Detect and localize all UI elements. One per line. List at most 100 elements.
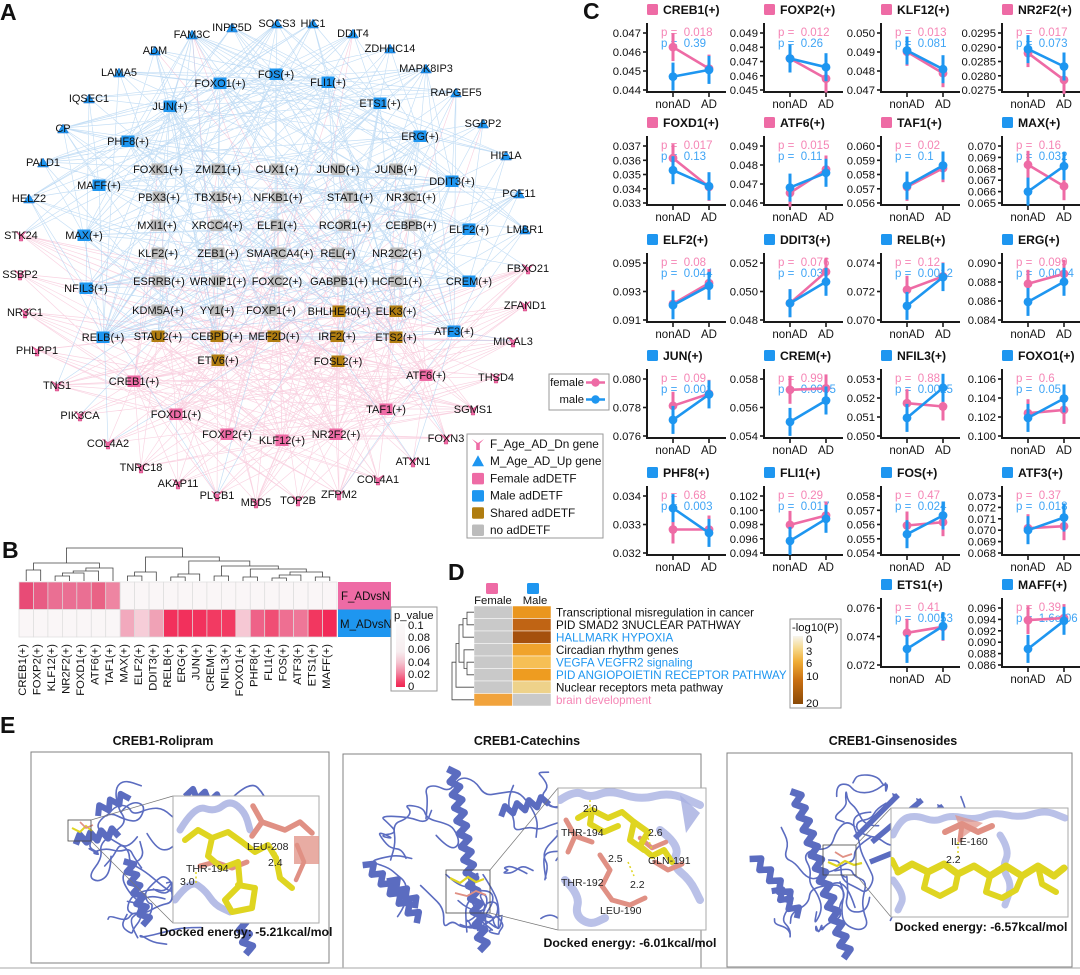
svg-text:0.047: 0.047 (730, 179, 758, 191)
svg-text:Female: Female (474, 595, 512, 607)
svg-text:RELB(+): RELB(+) (162, 644, 174, 688)
svg-text:CREM(+): CREM(+) (205, 644, 217, 692)
svg-text:PHF8(+): PHF8(+) (107, 136, 149, 148)
svg-text:ETS2(+): ETS2(+) (375, 332, 416, 344)
svg-text:0.065: 0.065 (968, 198, 996, 210)
svg-text:Docked energy: -6.01kcal/mol: Docked energy: -6.01kcal/mol (544, 936, 717, 950)
svg-text:MICAL3: MICAL3 (493, 336, 533, 348)
svg-text:0.054: 0.054 (847, 548, 875, 560)
svg-text:TAF1(+): TAF1(+) (366, 404, 406, 416)
svg-text:ATF6(+): ATF6(+) (780, 116, 825, 130)
svg-text:p = 0.05: p = 0.05 (1016, 384, 1061, 396)
svg-text:TNS1: TNS1 (43, 380, 71, 392)
svg-text:FOXP2(+): FOXP2(+) (202, 429, 252, 441)
svg-text:PIK3CA: PIK3CA (60, 410, 100, 422)
svg-text:p = 0.03: p = 0.03 (778, 268, 823, 280)
svg-text:2.4: 2.4 (268, 857, 283, 869)
svg-text:KLF12(+): KLF12(+) (46, 644, 58, 692)
svg-text:nonAD: nonAD (889, 329, 924, 341)
svg-text:ETS1(+): ETS1(+) (306, 644, 318, 687)
svg-text:CREB1-Catechins: CREB1-Catechins (474, 734, 580, 748)
svg-text:MBD5: MBD5 (241, 497, 272, 509)
svg-text:0.076: 0.076 (613, 431, 641, 443)
svg-text:0.033: 0.033 (613, 198, 641, 210)
svg-text:KLF12(+): KLF12(+) (259, 435, 305, 447)
svg-text:SGPP2: SGPP2 (465, 118, 502, 130)
svg-text:nonAD: nonAD (772, 445, 807, 457)
svg-text:0.098: 0.098 (730, 520, 758, 532)
svg-text:0.055: 0.055 (847, 534, 875, 546)
svg-text:3.0: 3.0 (180, 876, 195, 888)
svg-text:p = 0.09: p = 0.09 (661, 373, 706, 385)
svg-text:ATF3(+): ATF3(+) (434, 326, 474, 338)
svg-text:FOXP2(+): FOXP2(+) (780, 3, 835, 17)
svg-text:AD: AD (1056, 445, 1072, 457)
svg-text:CREM(+): CREM(+) (446, 276, 492, 288)
svg-text:AD: AD (701, 99, 717, 111)
svg-text:AD: AD (701, 329, 717, 341)
svg-text:FOXN3: FOXN3 (428, 433, 465, 445)
svg-text:10: 10 (806, 671, 819, 683)
svg-text:Shared adDETF: Shared adDETF (490, 506, 575, 520)
svg-text:p = 0.37: p = 0.37 (1016, 490, 1061, 502)
svg-text:JUN(+): JUN(+) (663, 349, 703, 363)
svg-text:2.2: 2.2 (630, 879, 645, 891)
svg-text:AD: AD (1056, 99, 1072, 111)
svg-text:ZMIZ1(+): ZMIZ1(+) (195, 164, 241, 176)
svg-text:0.058: 0.058 (730, 374, 758, 386)
svg-text:0.066: 0.066 (968, 187, 996, 199)
svg-text:0.100: 0.100 (968, 431, 996, 443)
svg-text:COL4A1: COL4A1 (357, 474, 399, 486)
svg-text:p = 0.012: p = 0.012 (778, 27, 829, 39)
svg-text:GABPB1(+): GABPB1(+) (310, 276, 368, 288)
svg-text:0.076: 0.076 (847, 603, 875, 615)
svg-text:ILE-160: ILE-160 (951, 836, 988, 848)
svg-text:p = 0.08: p = 0.08 (661, 257, 706, 269)
svg-text:IRF2(+): IRF2(+) (318, 331, 356, 343)
svg-text:XRCC4(+): XRCC4(+) (191, 220, 242, 232)
svg-text:ETS1(+): ETS1(+) (359, 98, 400, 110)
svg-text:AD: AD (701, 212, 717, 224)
svg-text:CREB1-Ginsenosides: CREB1-Ginsenosides (829, 734, 958, 748)
svg-text:M_Age_AD_Up gene: M_Age_AD_Up gene (490, 454, 602, 468)
svg-text:AD: AD (818, 212, 834, 224)
svg-text:nonAD: nonAD (655, 445, 690, 457)
svg-text:RELB(+): RELB(+) (897, 233, 945, 247)
svg-text:B: B (2, 537, 19, 563)
svg-text:p = 0.11: p = 0.11 (778, 151, 822, 163)
svg-text:CUX1(+): CUX1(+) (255, 164, 298, 176)
svg-text:PCF11: PCF11 (502, 188, 535, 200)
svg-text:p = 0.47: p = 0.47 (895, 490, 940, 502)
svg-text:FOXC2(+): FOXC2(+) (252, 276, 302, 288)
svg-text:ELF2(+): ELF2(+) (663, 233, 708, 247)
svg-text:PHF8(+): PHF8(+) (663, 466, 709, 480)
svg-text:0.034: 0.034 (613, 184, 641, 196)
svg-text:JUND(+): JUND(+) (316, 164, 359, 176)
svg-text:2.6: 2.6 (648, 827, 663, 839)
svg-text:p = 0.003: p = 0.003 (661, 501, 712, 513)
svg-text:PALD1: PALD1 (26, 157, 60, 169)
svg-text:TNRC18: TNRC18 (120, 462, 163, 474)
svg-text:ATF3(+): ATF3(+) (1018, 466, 1063, 480)
svg-text:0.084: 0.084 (968, 315, 996, 327)
svg-text:DDIT4: DDIT4 (337, 28, 369, 40)
svg-text:0.032: 0.032 (613, 548, 641, 560)
svg-text:C: C (583, 0, 600, 24)
svg-text:p = 0.0014: p = 0.0014 (1016, 268, 1074, 280)
svg-text:0.056: 0.056 (730, 403, 758, 415)
svg-text:0.052: 0.052 (847, 393, 875, 405)
svg-text:0.06: 0.06 (408, 644, 430, 656)
svg-text:0.069: 0.069 (968, 152, 996, 164)
svg-text:p = 0.6: p = 0.6 (1016, 373, 1055, 385)
svg-text:0.069: 0.069 (968, 537, 996, 549)
svg-text:0.050: 0.050 (847, 431, 875, 443)
svg-text:ETV6(+): ETV6(+) (197, 355, 238, 367)
svg-text:AKAP11: AKAP11 (158, 478, 199, 490)
svg-text:0.048: 0.048 (847, 66, 875, 78)
svg-text:0.059: 0.059 (847, 155, 875, 167)
svg-text:0.0285: 0.0285 (961, 57, 996, 69)
svg-text:MEF2D(+): MEF2D(+) (248, 331, 299, 343)
svg-text:SOCS3: SOCS3 (258, 18, 295, 30)
svg-text:GLN-191: GLN-191 (648, 855, 691, 867)
svg-text:TBX15(+): TBX15(+) (194, 192, 241, 204)
